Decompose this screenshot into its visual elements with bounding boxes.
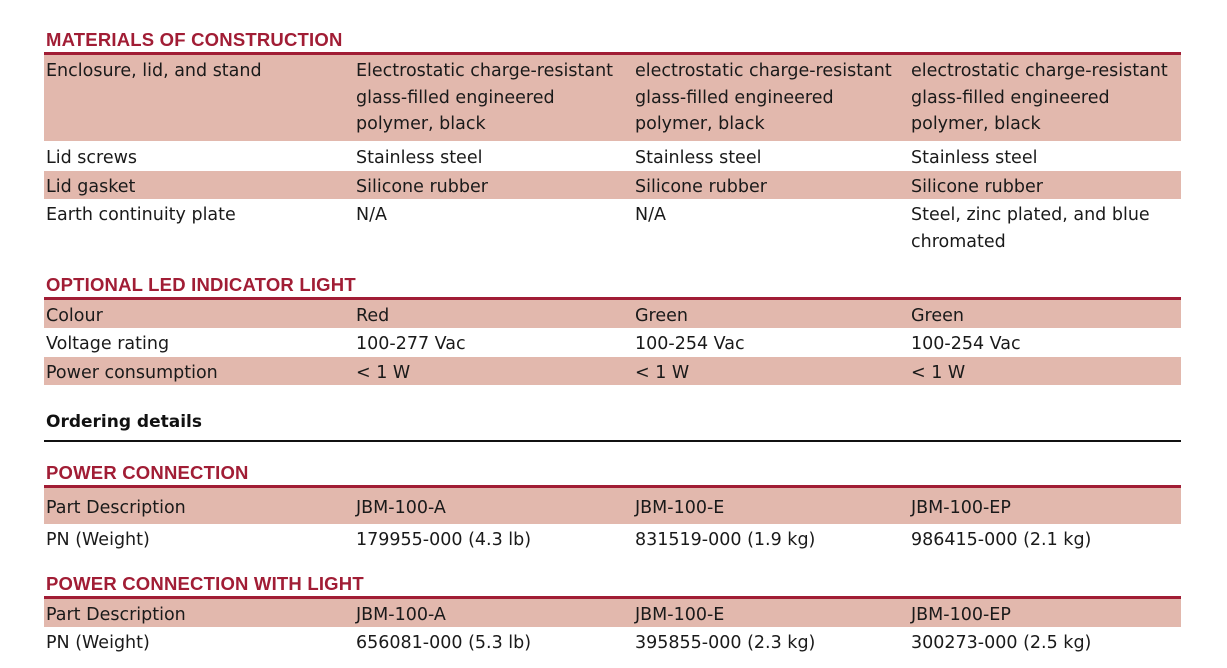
row-label: PN (Weight) xyxy=(46,633,150,653)
section-rule xyxy=(44,485,1181,488)
cell-line: Electrostatic charge-resistant xyxy=(356,61,614,81)
table-row: Lid screws Stainless steel Stainless ste… xyxy=(44,142,1181,171)
cell-value: 100-254 Vac xyxy=(911,334,1021,354)
row-label: Lid screws xyxy=(46,148,138,168)
cell-value: electrostatic charge-resistant glass-fil… xyxy=(911,58,1168,138)
cell-value: 179955-000 (4.3 lb) xyxy=(356,530,532,550)
cell-value: Stainless steel xyxy=(635,148,762,168)
cell-value: Green xyxy=(911,306,964,326)
cell-value: JBM-100-A xyxy=(356,498,446,518)
cell-value: JBM-100-E xyxy=(635,605,725,625)
cell-value: Red xyxy=(356,306,390,326)
row-label: Part Description xyxy=(46,498,186,518)
section-rule xyxy=(44,52,1181,55)
cell-line: polymer, black xyxy=(911,114,1041,134)
table-row: Voltage rating 100-277 Vac 100-254 Vac 1… xyxy=(44,328,1181,357)
cell-line: chromated xyxy=(911,231,1006,252)
cell-value: Stainless steel xyxy=(911,148,1038,168)
cell-value: Silicone rubber xyxy=(911,177,1043,197)
section-rule xyxy=(44,596,1181,599)
cell-line: polymer, black xyxy=(635,114,765,134)
row-label: Colour xyxy=(46,306,103,326)
cell-value: Green xyxy=(635,306,688,326)
cell-value: 986415-000 (2.1 kg) xyxy=(911,530,1092,550)
cell-line: glass-filled engineered xyxy=(635,87,834,108)
ordering-heading: Ordering details xyxy=(46,412,203,432)
cell-value: Steel, zinc plated, and blue chromated xyxy=(911,202,1150,255)
cell-line: polymer, black xyxy=(356,114,486,134)
row-label: Enclosure, lid, and stand xyxy=(46,61,262,81)
cell-value: electrostatic charge-resistant glass-fil… xyxy=(635,58,892,138)
row-label: Voltage rating xyxy=(46,334,170,354)
cell-value: 831519-000 (1.9 kg) xyxy=(635,530,816,550)
cell-line: electrostatic charge-resistant xyxy=(911,61,1168,81)
table-row: Earth continuity plate N/A N/A Steel, zi… xyxy=(44,199,1181,257)
cell-line: glass-filled engineered xyxy=(911,87,1110,108)
cell-value: < 1 W xyxy=(911,363,966,383)
section-title-power-light: POWER CONNECTION WITH LIGHT xyxy=(46,573,364,594)
cell-value: JBM-100-EP xyxy=(911,605,1011,625)
cell-value: 395855-000 (2.3 kg) xyxy=(635,633,816,653)
ordering-rule xyxy=(44,440,1181,442)
cell-value: 100-277 Vac xyxy=(356,334,466,354)
table-row: Colour Red Green Green xyxy=(44,300,1181,328)
table-row: PN (Weight) 656081-000 (5.3 lb) 395855-0… xyxy=(44,627,1181,657)
row-label: Earth continuity plate xyxy=(46,205,236,225)
section-title-led: OPTIONAL LED INDICATOR LIGHT xyxy=(46,274,356,295)
table-row: Power consumption < 1 W < 1 W < 1 W xyxy=(44,357,1181,385)
row-label: Lid gasket xyxy=(46,177,136,197)
cell-value: JBM-100-EP xyxy=(911,498,1011,518)
section-title-materials: MATERIALS OF CONSTRUCTION xyxy=(46,29,343,50)
cell-value: JBM-100-A xyxy=(356,605,446,625)
row-label: Power consumption xyxy=(46,363,218,383)
cell-value: JBM-100-E xyxy=(635,498,725,518)
cell-line: electrostatic charge-resistant xyxy=(635,61,892,81)
cell-value: 656081-000 (5.3 lb) xyxy=(356,633,532,653)
cell-value: 300273-000 (2.5 kg) xyxy=(911,633,1092,653)
section-title-power: POWER CONNECTION xyxy=(46,462,249,483)
cell-value: N/A xyxy=(356,205,387,225)
table-row: Part Description JBM-100-A JBM-100-E JBM… xyxy=(44,488,1181,524)
cell-value: < 1 W xyxy=(356,363,411,383)
table-row: Part Description JBM-100-A JBM-100-E JBM… xyxy=(44,599,1181,627)
cell-value: Silicone rubber xyxy=(356,177,488,197)
section-rule xyxy=(44,297,1181,300)
cell-value: 100-254 Vac xyxy=(635,334,745,354)
cell-value: Silicone rubber xyxy=(635,177,767,197)
cell-value: < 1 W xyxy=(635,363,690,383)
cell-line: Steel, zinc plated, and blue xyxy=(911,205,1150,225)
cell-value: N/A xyxy=(635,205,666,225)
row-label: Part Description xyxy=(46,605,186,625)
table-row: Enclosure, lid, and stand Electrostatic … xyxy=(44,55,1181,141)
cell-value: Electrostatic charge-resistant glass-fil… xyxy=(356,58,613,138)
row-label: PN (Weight) xyxy=(46,530,150,550)
table-row: Lid gasket Silicone rubber Silicone rubb… xyxy=(44,171,1181,199)
table-row: PN (Weight) 179955-000 (4.3 lb) 831519-0… xyxy=(44,524,1181,554)
cell-value: Stainless steel xyxy=(356,148,483,168)
cell-line: glass-filled engineered xyxy=(356,87,555,108)
